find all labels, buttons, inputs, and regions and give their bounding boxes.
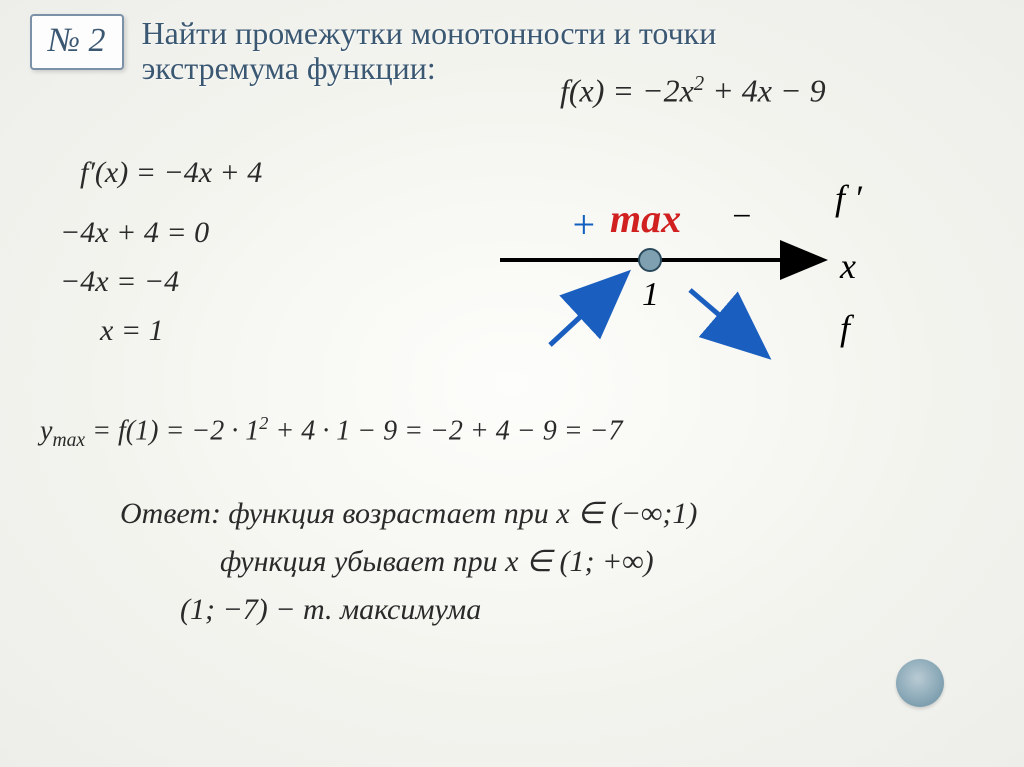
decreasing-arrow	[690, 290, 760, 350]
equation-step-3: x = 1	[60, 308, 209, 353]
sign-diagram-svg: + max − f ′ x f 1	[480, 170, 900, 380]
fprime-axis-label: f ′	[835, 178, 863, 218]
equation-step-1: −4x + 4 = 0	[60, 210, 209, 255]
task-line-2: экстремума функции:	[142, 50, 436, 86]
function-formula: f(x) = −2x2 + 4x − 9	[560, 72, 826, 110]
sign-diagram: + max − f ′ x f 1	[480, 170, 900, 370]
tick-label-1: 1	[642, 276, 659, 313]
answer-block: Ответ: функция возрастает при x ∈ (−∞;1)…	[120, 490, 697, 634]
increasing-arrow	[550, 280, 620, 345]
max-label: max	[610, 196, 681, 241]
ymax-calculation: ymax = f(1) = −2 · 12 + 4 · 1 − 9 = −2 +…	[40, 410, 622, 455]
f-axis-label: f	[840, 308, 855, 348]
problem-number-badge: № 2	[30, 14, 124, 70]
equation-step-2: −4x = −4	[60, 259, 209, 304]
critical-point-marker	[639, 249, 661, 271]
decorative-dot-icon	[896, 659, 944, 707]
answer-line-3: (1; −7) − т. максимума	[120, 586, 697, 634]
answer-line-2: функция убывает при x ∈ (1; +∞)	[120, 538, 697, 586]
answer-line-1: Ответ: функция возрастает при x ∈ (−∞;1)	[120, 490, 697, 538]
x-axis-label: x	[839, 246, 856, 286]
equation-solving: −4x + 4 = 0 −4x = −4 x = 1	[60, 210, 209, 357]
derivative-formula: f′(x) = −4x + 4	[80, 150, 262, 195]
task-line-1: Найти промежутки монотонности и точки	[142, 15, 717, 51]
plus-sign: +	[570, 202, 597, 247]
minus-sign: −	[730, 198, 753, 235]
